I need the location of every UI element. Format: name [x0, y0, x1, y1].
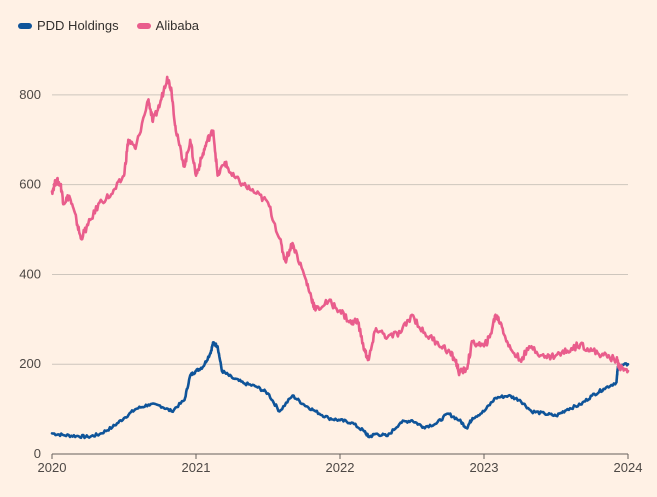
y-tick-label: 600: [19, 177, 41, 192]
series-line-pdd-holdings: [50, 341, 630, 440]
legend-label-pdd: PDD Holdings: [37, 18, 119, 33]
legend-item-pdd: PDD Holdings: [18, 18, 119, 33]
legend-label-alibaba: Alibaba: [155, 18, 200, 33]
x-tick-label: 2021: [182, 460, 211, 475]
x-tick-label: 2022: [326, 460, 355, 475]
x-tick-label: 2023: [470, 460, 499, 475]
x-tick-label: 2020: [38, 460, 67, 475]
legend: PDD Holdings Alibaba: [18, 18, 199, 33]
y-tick-label: 400: [19, 266, 41, 281]
legend-item-alibaba: Alibaba: [136, 18, 200, 33]
legend-swatch-pdd: [18, 22, 32, 29]
legend-swatch-alibaba: [136, 22, 151, 29]
x-tick-label: 2024: [614, 460, 643, 475]
y-tick-label: 200: [19, 356, 41, 371]
y-tick-label: 0: [34, 446, 41, 461]
y-tick-label: 800: [19, 87, 41, 102]
series-line-alibaba: [50, 75, 630, 377]
